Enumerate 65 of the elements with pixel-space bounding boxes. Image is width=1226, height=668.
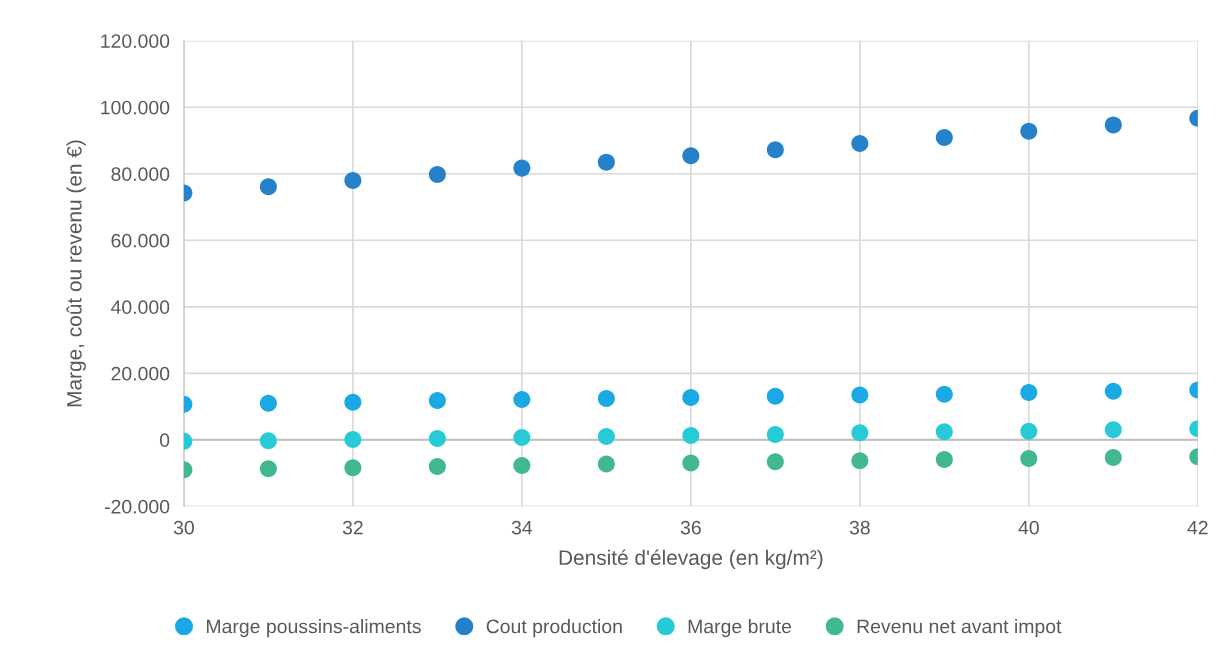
point bbox=[682, 147, 700, 165]
point bbox=[851, 452, 869, 470]
point bbox=[259, 432, 277, 450]
point bbox=[682, 427, 700, 445]
point bbox=[935, 129, 953, 147]
point bbox=[344, 459, 362, 477]
point bbox=[682, 454, 700, 472]
point bbox=[344, 393, 362, 411]
point bbox=[597, 455, 615, 473]
point bbox=[766, 387, 784, 405]
y-axis-title: Marge, coût ou revenu (en €) bbox=[66, 140, 86, 407]
point bbox=[259, 394, 277, 412]
point bbox=[513, 159, 531, 177]
point bbox=[1104, 448, 1122, 466]
point bbox=[513, 456, 531, 474]
point bbox=[259, 178, 277, 196]
point bbox=[1104, 421, 1122, 439]
point bbox=[682, 389, 700, 407]
point bbox=[428, 429, 446, 448]
legend-label: Marge poussins-aliments bbox=[206, 619, 421, 638]
point bbox=[597, 153, 615, 171]
legend-label: Marge brute bbox=[688, 619, 792, 638]
y-tick-label: 40.000 bbox=[110, 300, 170, 315]
y-tick-label: 20.000 bbox=[111, 366, 170, 381]
point bbox=[1020, 422, 1038, 440]
x-axis-title: Densité d'élevage (en kg/m²) bbox=[559, 549, 823, 570]
point bbox=[851, 424, 869, 442]
x-tick-label: 36 bbox=[680, 520, 701, 535]
point bbox=[1020, 384, 1038, 402]
y-tick-label: 80.000 bbox=[111, 167, 170, 182]
point bbox=[513, 429, 531, 447]
x-tick-label: 38 bbox=[849, 520, 870, 535]
point bbox=[1104, 382, 1122, 400]
point bbox=[1104, 116, 1122, 134]
point bbox=[344, 430, 362, 448]
point bbox=[935, 385, 953, 403]
point bbox=[344, 171, 362, 189]
point bbox=[428, 165, 446, 183]
y-tick-label: -20.000 bbox=[104, 499, 170, 514]
legend-label: Revenu net avant impot bbox=[857, 619, 1062, 638]
point bbox=[1020, 122, 1038, 140]
legend-label: Cout production bbox=[486, 619, 622, 638]
x-tick-label: 32 bbox=[342, 520, 363, 535]
x-tick-label: 40 bbox=[1018, 520, 1039, 535]
point bbox=[428, 457, 446, 475]
point bbox=[513, 391, 531, 409]
point bbox=[428, 392, 446, 410]
y-tick-label: 60.000 bbox=[111, 233, 170, 248]
point bbox=[1020, 449, 1038, 467]
y-tick-label: 0 bbox=[159, 433, 170, 448]
point bbox=[766, 426, 784, 444]
x-tick-label: 34 bbox=[511, 520, 533, 535]
x-tick-label: 30 bbox=[173, 520, 194, 535]
x-tick-label: 42 bbox=[1187, 520, 1208, 535]
point bbox=[259, 460, 277, 478]
y-tick-label: 100.000 bbox=[101, 100, 170, 115]
point bbox=[766, 453, 784, 471]
point bbox=[935, 423, 953, 441]
point bbox=[766, 141, 784, 159]
point bbox=[597, 428, 615, 446]
point bbox=[935, 450, 953, 468]
y-tick-label: 120.000 bbox=[101, 34, 170, 48]
point bbox=[851, 135, 869, 153]
point bbox=[597, 390, 615, 408]
point bbox=[851, 386, 869, 404]
